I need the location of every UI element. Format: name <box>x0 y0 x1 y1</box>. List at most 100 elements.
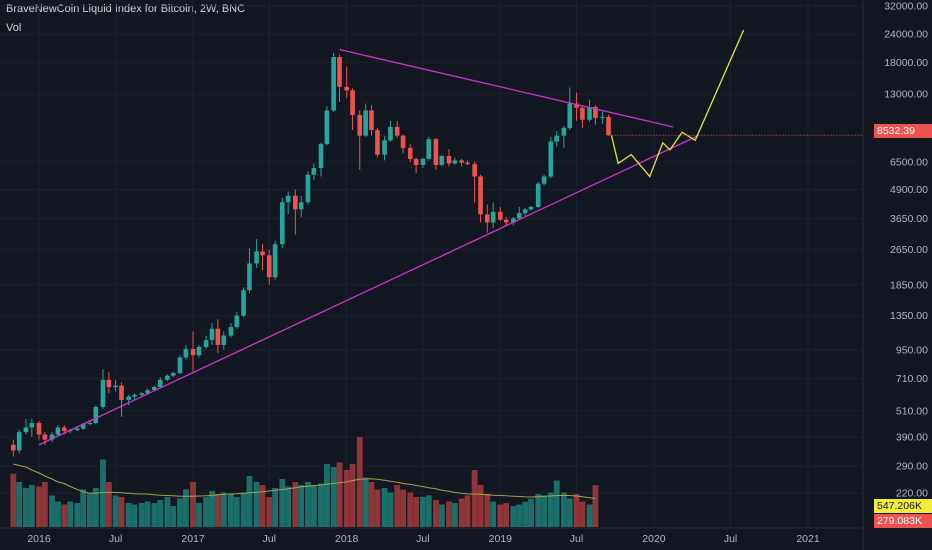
volume-bar <box>458 498 465 527</box>
candle-body <box>388 126 393 141</box>
price-tick-label: 2650.00 <box>890 244 928 256</box>
candle-body <box>606 116 611 136</box>
volume-bar <box>190 482 196 527</box>
volume-bar <box>61 504 68 527</box>
candle-body <box>413 158 419 165</box>
volume-bar <box>10 473 17 527</box>
volume-bar <box>579 501 586 527</box>
candle-body <box>228 327 234 336</box>
candle-body <box>183 348 189 358</box>
price-tick-label: 510.00 <box>896 405 928 417</box>
time-tick-label: Jul <box>724 533 737 545</box>
candle-body <box>75 428 80 431</box>
volume-bar <box>125 503 132 527</box>
candle-body <box>254 251 259 264</box>
candle-body <box>580 107 585 120</box>
candle-body <box>357 114 363 136</box>
time-tick-label: Jul <box>416 533 429 545</box>
volume-bar <box>118 497 125 527</box>
volume-label: Vol <box>6 22 22 34</box>
time-tick-label: 2021 <box>796 533 820 545</box>
candle-body <box>165 375 170 380</box>
candle-body <box>516 213 522 219</box>
candle-body <box>247 263 252 291</box>
time-tick-label: 2016 <box>27 533 51 545</box>
candle-body <box>452 160 458 164</box>
volume-bar <box>41 482 48 527</box>
candle-body <box>23 427 29 433</box>
volume-ma-tag: 547.206K <box>874 499 932 513</box>
volume-bar <box>387 492 394 527</box>
candle-body <box>203 340 209 347</box>
volume-bar <box>381 488 388 527</box>
volume-bar <box>266 497 273 527</box>
candle-body <box>600 116 605 118</box>
volume-bar <box>362 477 369 527</box>
volume-bar <box>573 494 580 527</box>
volume-bar <box>394 485 401 527</box>
time-tick-label: Jul <box>109 533 122 545</box>
volume-bar <box>138 503 145 527</box>
volume-bar <box>419 497 426 527</box>
candle-body <box>490 211 496 223</box>
candle-body <box>498 211 503 220</box>
volume-bar <box>547 492 554 527</box>
candle-body <box>382 140 387 155</box>
volume-bar <box>484 494 491 527</box>
candle-body <box>16 432 22 451</box>
candle-body <box>394 126 400 136</box>
volume-bar <box>196 503 202 527</box>
candle-body <box>55 427 61 435</box>
volume-bar <box>170 506 177 527</box>
candle-body <box>472 164 477 177</box>
candle-body <box>369 110 374 131</box>
volume-bar <box>438 504 445 527</box>
volume-bar <box>144 501 151 527</box>
candle-body <box>177 357 183 374</box>
candle-body <box>106 379 112 388</box>
volume-bar <box>425 495 432 527</box>
volume-bar <box>253 482 260 527</box>
time-tick-label: 2020 <box>642 533 666 545</box>
candle-body <box>587 106 592 120</box>
time-tick-label: 2018 <box>335 533 359 545</box>
time-axis[interactable]: 2016 Jul 2017 Jul 2018 Jul 2019 Jul 2020 Jul 2021 <box>27 533 820 545</box>
lower-trendline <box>38 135 699 446</box>
volume-bar <box>451 503 458 527</box>
price-tick-label: 290.00 <box>896 461 928 473</box>
candle-body <box>234 315 240 328</box>
time-tick-label: Jul <box>263 533 276 545</box>
price-tick-label: 1850.00 <box>890 279 928 291</box>
volume-bar <box>356 437 363 527</box>
candle-body <box>528 206 534 210</box>
volume-bar <box>36 486 42 527</box>
candle-body <box>459 160 464 163</box>
volume-bar <box>285 486 292 527</box>
price-tick-label: 4900.00 <box>890 184 928 196</box>
candle-body <box>279 202 285 245</box>
projection-line <box>610 29 745 178</box>
volume-bar <box>592 485 599 527</box>
volume-bar <box>279 479 286 527</box>
volume-bar <box>182 489 189 527</box>
candle-body <box>285 195 291 203</box>
price-tick-label: 390.00 <box>896 432 928 444</box>
volume-bar <box>318 483 324 527</box>
candle-body <box>567 103 573 128</box>
price-axis[interactable]: 32000.00 24000.00 18000.00 13000.00 6500.00 4… <box>884 1 928 500</box>
candle-body <box>152 387 157 391</box>
candle-body <box>324 110 330 145</box>
candle-body <box>426 139 432 159</box>
volume-bar <box>324 464 330 527</box>
candle-body <box>272 244 278 278</box>
volume-bar <box>151 503 158 527</box>
volume-bar <box>259 485 266 527</box>
candle-body <box>503 219 509 223</box>
volume-bar <box>400 489 406 527</box>
candle-body <box>439 156 445 165</box>
chart-grid <box>0 0 864 550</box>
price-tick-label: 3650.00 <box>890 213 928 225</box>
volume-bar <box>240 492 247 527</box>
candle-body <box>119 385 124 400</box>
